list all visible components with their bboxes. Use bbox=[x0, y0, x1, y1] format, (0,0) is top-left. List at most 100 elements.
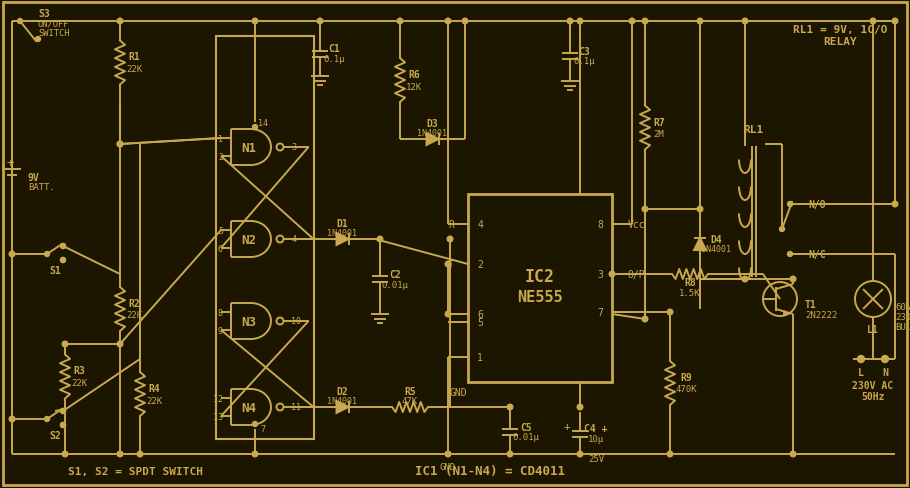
Text: 1N4001: 1N4001 bbox=[701, 245, 731, 254]
Circle shape bbox=[117, 142, 123, 147]
Text: D4: D4 bbox=[710, 235, 722, 244]
Circle shape bbox=[780, 227, 784, 232]
Text: L1: L1 bbox=[867, 325, 879, 334]
Text: 1N4001: 1N4001 bbox=[418, 129, 448, 138]
Text: 50Hz: 50Hz bbox=[861, 391, 885, 401]
Circle shape bbox=[17, 20, 23, 24]
Text: 8: 8 bbox=[597, 220, 603, 229]
Circle shape bbox=[697, 19, 703, 25]
Text: N4: N4 bbox=[241, 401, 257, 414]
Text: 0.01μ: 0.01μ bbox=[512, 433, 540, 442]
Circle shape bbox=[252, 451, 258, 457]
Circle shape bbox=[870, 19, 875, 25]
Text: 10μ: 10μ bbox=[588, 434, 604, 443]
Circle shape bbox=[857, 356, 864, 363]
Text: R1: R1 bbox=[128, 52, 140, 62]
Text: 230V AC: 230V AC bbox=[853, 380, 894, 390]
Circle shape bbox=[252, 19, 258, 25]
Text: 13: 13 bbox=[213, 412, 223, 421]
Text: 10: 10 bbox=[291, 317, 301, 326]
Text: 11: 11 bbox=[291, 403, 301, 412]
Text: 4: 4 bbox=[477, 220, 483, 229]
Circle shape bbox=[445, 311, 450, 317]
Text: 1.5K: 1.5K bbox=[679, 288, 701, 297]
Text: 22K: 22K bbox=[71, 378, 87, 387]
Circle shape bbox=[45, 252, 49, 257]
Circle shape bbox=[577, 405, 582, 410]
Text: 5: 5 bbox=[218, 226, 223, 235]
Text: 7: 7 bbox=[260, 425, 266, 434]
Text: S1: S1 bbox=[49, 265, 61, 275]
Text: C5: C5 bbox=[521, 422, 531, 432]
Text: 3: 3 bbox=[597, 269, 603, 280]
Circle shape bbox=[629, 19, 635, 25]
Circle shape bbox=[577, 19, 582, 25]
Text: N/O: N/O bbox=[808, 200, 825, 209]
Circle shape bbox=[60, 244, 66, 249]
Text: 22K: 22K bbox=[126, 311, 142, 320]
Circle shape bbox=[117, 451, 123, 457]
Circle shape bbox=[45, 417, 49, 422]
Text: 12: 12 bbox=[213, 394, 223, 403]
Circle shape bbox=[667, 451, 672, 457]
Text: R9: R9 bbox=[680, 372, 692, 382]
Polygon shape bbox=[694, 239, 706, 250]
Text: IC2: IC2 bbox=[525, 267, 555, 285]
Polygon shape bbox=[337, 401, 349, 413]
Circle shape bbox=[62, 342, 68, 347]
Circle shape bbox=[445, 19, 450, 25]
Text: BATT.: BATT. bbox=[28, 183, 55, 192]
Circle shape bbox=[445, 262, 450, 267]
Text: N3: N3 bbox=[241, 315, 257, 328]
Text: 14: 14 bbox=[258, 118, 268, 127]
Text: GND: GND bbox=[440, 462, 456, 470]
Circle shape bbox=[117, 142, 123, 147]
Text: BULB: BULB bbox=[895, 323, 910, 332]
Text: 7: 7 bbox=[597, 307, 603, 317]
Text: 3: 3 bbox=[291, 143, 297, 152]
Text: C1: C1 bbox=[329, 44, 339, 54]
Text: ON/OFF: ON/OFF bbox=[38, 20, 69, 28]
Circle shape bbox=[609, 272, 615, 277]
Text: T: T bbox=[448, 260, 454, 269]
Text: T1: T1 bbox=[805, 299, 817, 309]
Text: N/C: N/C bbox=[808, 249, 825, 260]
Text: 470K: 470K bbox=[675, 385, 697, 394]
Circle shape bbox=[892, 19, 898, 25]
Circle shape bbox=[577, 451, 582, 457]
Text: 0.1μ: 0.1μ bbox=[573, 58, 595, 66]
Text: Vcc: Vcc bbox=[628, 220, 645, 229]
Text: 25V: 25V bbox=[588, 454, 604, 464]
Text: +: + bbox=[563, 421, 571, 430]
Text: 5: 5 bbox=[477, 317, 483, 327]
Circle shape bbox=[60, 423, 66, 427]
FancyBboxPatch shape bbox=[468, 195, 612, 382]
Text: 2: 2 bbox=[218, 152, 223, 161]
Text: 8: 8 bbox=[218, 308, 223, 317]
Circle shape bbox=[117, 342, 123, 347]
Circle shape bbox=[318, 19, 323, 25]
Circle shape bbox=[787, 252, 793, 257]
Text: R7: R7 bbox=[653, 117, 665, 127]
Polygon shape bbox=[427, 134, 439, 146]
Text: R4: R4 bbox=[148, 383, 160, 393]
Text: 6: 6 bbox=[477, 309, 483, 319]
Circle shape bbox=[397, 19, 403, 25]
Circle shape bbox=[790, 451, 796, 457]
Text: D2: D2 bbox=[337, 386, 349, 396]
Text: 2: 2 bbox=[477, 260, 483, 269]
Text: N1: N1 bbox=[241, 141, 257, 154]
Circle shape bbox=[507, 451, 513, 457]
Text: 9: 9 bbox=[218, 326, 223, 335]
Circle shape bbox=[642, 207, 648, 212]
Text: C3: C3 bbox=[578, 47, 590, 57]
Text: SWITCH: SWITCH bbox=[38, 28, 69, 38]
Circle shape bbox=[60, 423, 66, 427]
Text: S1, S2 = SPDT SWITCH: S1, S2 = SPDT SWITCH bbox=[67, 466, 203, 476]
Text: C4 +: C4 + bbox=[584, 424, 608, 434]
Text: 230V: 230V bbox=[895, 313, 910, 322]
Text: GND: GND bbox=[450, 387, 467, 397]
Text: N2: N2 bbox=[241, 233, 257, 246]
Text: O/P: O/P bbox=[628, 269, 645, 280]
Text: 6: 6 bbox=[218, 244, 223, 253]
